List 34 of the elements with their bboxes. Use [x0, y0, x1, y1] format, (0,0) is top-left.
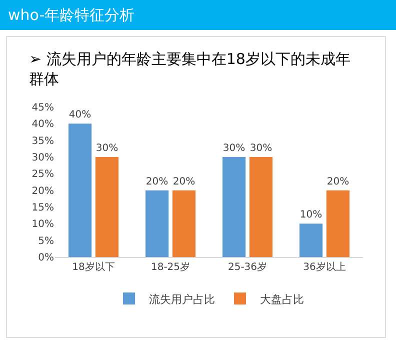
data-label: 20%	[326, 176, 350, 188]
chart-title: who-年龄特征分析	[0, 0, 396, 30]
y-tick-label: 30%	[32, 152, 54, 164]
x-tick-label: 25-36岁	[228, 261, 268, 273]
data-label: 10%	[300, 210, 322, 221]
x-tick-label: 36岁以上	[303, 261, 346, 273]
data-label: 20%	[172, 176, 196, 188]
chart-subtitle: ➢ 流失用户的年龄主要集中在18岁以下的未成年群体	[29, 49, 352, 89]
y-tick-label: 0%	[38, 252, 54, 264]
y-tick-label: 40%	[32, 119, 54, 130]
y-tick-label: 10%	[32, 219, 54, 230]
bar	[222, 157, 246, 257]
y-tick-label: 35%	[32, 136, 54, 147]
y-tick-label: 15%	[32, 202, 54, 214]
data-label: 20%	[146, 176, 168, 188]
bar	[299, 224, 323, 257]
data-label: 30%	[222, 143, 246, 154]
data-label: 30%	[250, 143, 272, 154]
bar	[68, 124, 92, 257]
bar	[249, 157, 273, 257]
data-label: 30%	[96, 143, 118, 154]
bar	[172, 190, 196, 257]
legend-label: 大盘占比	[260, 292, 304, 306]
bar	[95, 157, 119, 257]
y-tick-label: 25%	[32, 169, 54, 180]
y-tick-label: 20%	[32, 186, 54, 197]
data-label: 40%	[68, 110, 92, 121]
bar	[145, 190, 169, 257]
bar	[326, 190, 350, 257]
y-tick-label: 45%	[32, 102, 54, 114]
x-tick-label: 18岁以下	[72, 261, 115, 273]
y-tick-label: 5%	[38, 236, 54, 247]
x-tick-label: 18-25岁	[150, 261, 190, 273]
legend-label: 流失用户占比	[149, 292, 215, 306]
